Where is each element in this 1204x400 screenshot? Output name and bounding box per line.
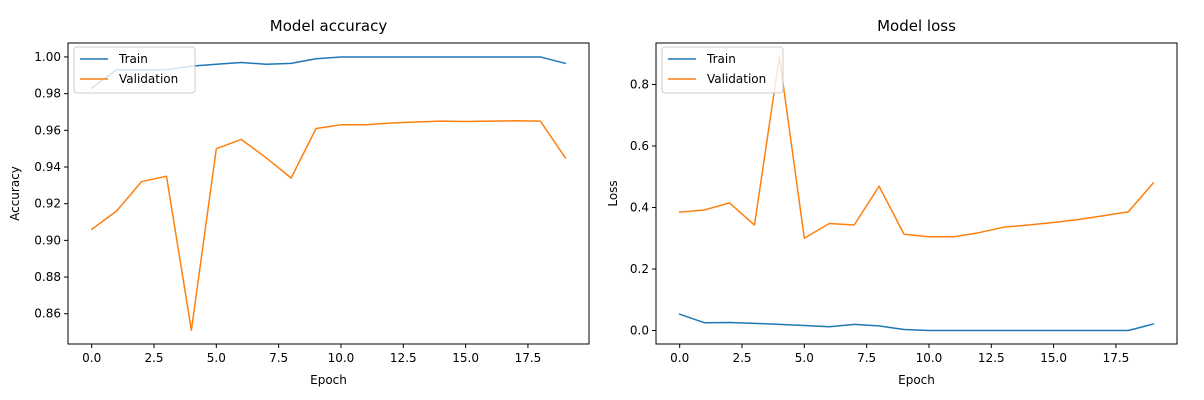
accuracy-validation-line (90, 120, 567, 331)
loss-chart: Model loss 0.0 2.5 5.0 7.5 10.0 12.5 15.0 17.50… (606, 17, 1178, 387)
accuracy-ytick-label: 0.90 (34, 233, 61, 247)
accuracy-xtick-label: 0.0 (82, 351, 101, 365)
accuracy-ytick-label: 0.98 (34, 87, 61, 101)
accuracy-xtick-label: 12.5 (390, 351, 417, 365)
accuracy-ytick-label: 0.88 (34, 270, 61, 284)
accuracy-xtick-label: 15.0 (452, 351, 479, 365)
loss-lines (678, 56, 1155, 332)
accuracy-ticks: 0.0 2.5 5.0 7.5 10.0 12.5 15.0 17.5 0.86 0.88 0.90… (34, 50, 541, 365)
loss-ticks: 0.0 2.5 5.0 7.5 10.0 12.5 15.0 17.5 0.0 0.2 0.4 0.6… (630, 78, 1129, 365)
loss-ytick-label: 0.6 (630, 139, 649, 153)
loss-ytick-label: 0.8 (630, 78, 649, 92)
loss-xtick-label: 10.0 (916, 351, 943, 365)
loss-axes-frame (655, 42, 1178, 345)
loss-legend-validation-label: Validation (707, 72, 766, 86)
loss-xtick-label: 2.5 (732, 351, 751, 365)
accuracy-xlabel: Epoch (310, 373, 347, 387)
accuracy-xtick-label: 10.0 (328, 351, 355, 365)
loss-validation-line (678, 56, 1155, 239)
loss-xtick-label: 0.0 (670, 351, 689, 365)
loss-train-line (678, 313, 1155, 332)
accuracy-legend-validation-label: Validation (119, 72, 178, 86)
loss-ytick-label: 0.4 (630, 200, 649, 214)
accuracy-ytick-label: 0.92 (34, 197, 61, 211)
accuracy-ytick-label: 0.86 (34, 307, 61, 321)
loss-xtick-label: 17.5 (1103, 351, 1130, 365)
accuracy-legend-train-label: Train (118, 52, 148, 66)
loss-legend: Train Validation (661, 46, 784, 94)
accuracy-ytick-label: 0.94 (34, 160, 61, 174)
accuracy-ytick-label: 0.96 (34, 123, 61, 137)
loss-title: Model loss (877, 17, 956, 35)
loss-xtick-label: 15.0 (1040, 351, 1067, 365)
accuracy-ylabel: Accuracy (8, 166, 22, 221)
loss-legend-train-label: Train (706, 52, 736, 66)
accuracy-xtick-label: 2.5 (144, 351, 163, 365)
loss-xtick-label: 12.5 (978, 351, 1005, 365)
accuracy-xtick-label: 17.5 (515, 351, 542, 365)
accuracy-axes-frame (67, 42, 590, 345)
loss-ylabel: Loss (606, 180, 620, 206)
loss-ytick-label: 0.2 (630, 262, 649, 276)
accuracy-xtick-label: 7.5 (269, 351, 288, 365)
loss-xtick-label: 7.5 (857, 351, 876, 365)
loss-ytick-label: 0.0 (630, 323, 649, 337)
accuracy-title: Model accuracy (270, 17, 388, 35)
accuracy-xtick-label: 5.0 (207, 351, 226, 365)
accuracy-chart: Model accuracy 0.0 2.5 5.0 7.5 10.0 12.5 15.0 1… (8, 17, 590, 387)
accuracy-ytick-label: 1.00 (34, 50, 61, 64)
loss-xlabel: Epoch (898, 373, 935, 387)
accuracy-legend: Train Validation (73, 46, 196, 94)
loss-xtick-label: 5.0 (795, 351, 814, 365)
